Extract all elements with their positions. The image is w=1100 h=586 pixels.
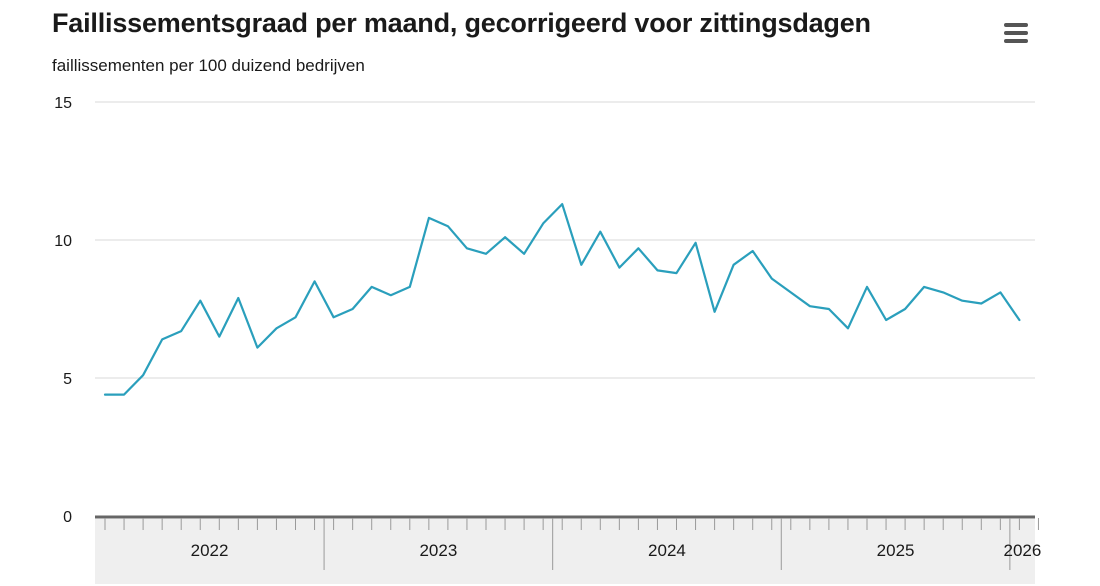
x-year-label-2022: 2022 [191, 541, 229, 560]
hamburger-menu-icon-bar [1004, 39, 1028, 43]
series-line [103, 203, 1021, 396]
x-axis: 2022 2023 2024 2025 2026 [95, 515, 1042, 584]
hamburger-menu-button[interactable] [1000, 20, 1032, 46]
chart-subtitle: faillissementen per 100 duizend bedrijve… [52, 56, 365, 75]
x-year-label-2025: 2025 [877, 541, 915, 560]
x-year-label-2024: 2024 [648, 541, 686, 560]
x-year-label-2026: 2026 [1004, 541, 1042, 560]
hamburger-menu-icon [1004, 23, 1028, 27]
y-tick-label-15: 15 [54, 95, 72, 112]
grid-lines [95, 101, 1035, 379]
y-tick-label-10: 10 [54, 233, 72, 250]
x-axis-band [95, 519, 1035, 584]
series-layer [103, 203, 1021, 396]
y-axis-tick-labels: 0 5 10 15 [54, 95, 72, 526]
x-year-label-2023: 2023 [419, 541, 457, 560]
y-tick-label-5: 5 [63, 371, 72, 388]
chart-title: Faillissementsgraad per maand, gecorrige… [52, 8, 871, 38]
y-tick-label-0: 0 [63, 509, 72, 526]
hamburger-menu-icon-bar [1004, 31, 1028, 35]
